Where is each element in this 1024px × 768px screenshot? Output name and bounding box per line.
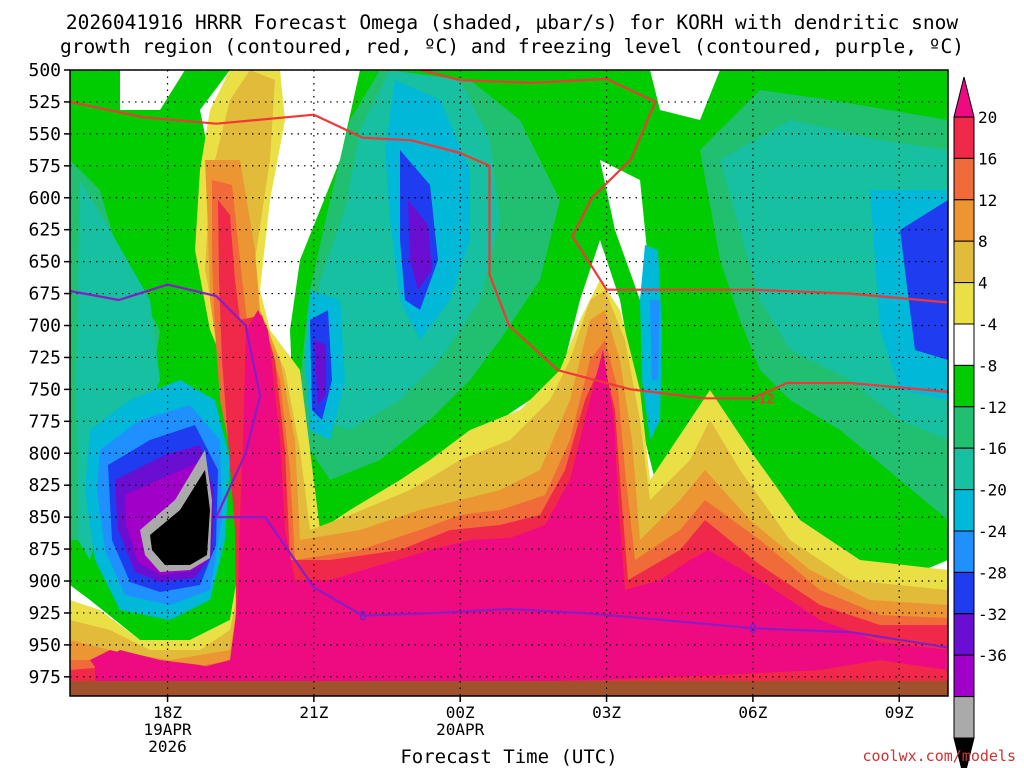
colorbar-label: 16 [978,149,997,168]
colorbar-swatch [953,157,975,201]
x-tick-label: 00Z [446,703,475,722]
contour-lines [70,70,948,649]
y-tick-label: 625 [28,220,61,241]
x-tick-label: 21Z [299,703,328,722]
y-tick-label: 775 [28,411,61,432]
colorbar-swatch [953,613,975,656]
plot-grid [70,70,948,696]
omega-colorbar: 20 16 12 8 4 -4 -8 -12 -16 -20 -24 -28 -32 -36 [953,76,1007,768]
colorbar-swatch [953,323,975,366]
colorbar-label: 20 [978,108,997,127]
freezing-level-line [70,283,948,649]
y-tick-label: 550 [28,124,61,145]
y-tick-label: 975 [28,667,61,688]
x-tick-year-label: 2026 [148,737,187,756]
x-tick-date-label: 20APR [436,720,485,739]
colorbar-label: 4 [978,274,988,293]
colorbar-label: -12 [978,398,1007,417]
colorbar-top-arrow [953,76,975,118]
colorbar-label: -28 [978,563,1007,582]
y-tick-label: 900 [28,571,61,592]
contour-labels: -12 0 0 [359,392,775,637]
chart-title-line2: growth region (contoured, red, ºC) and f… [60,35,964,58]
colorbar-swatch [953,364,975,408]
colorbar-swatch [953,571,975,615]
plot-frame [69,69,949,697]
x-axis-label: Forecast Time (UTC) [400,746,617,768]
colorbar-label: -20 [978,481,1007,500]
y-tick-label: 925 [28,603,61,624]
colorbar-label: -24 [978,522,1007,541]
colorbar-swatch [953,489,975,532]
watermark: coolwx.com/models [862,747,1016,765]
contour-value-label: -12 [751,392,774,407]
y-tick-label: 525 [28,92,61,113]
y-tick-label: 875 [28,539,61,560]
colorbar-label: 12 [978,191,997,210]
y-tick-label: 750 [28,379,61,400]
colorbar-swatch [953,116,975,159]
colorbar-swatch [953,696,975,739]
colorbar-swatch [953,447,975,491]
y-tick-label: 800 [28,443,61,464]
colorbar-label: 8 [978,232,988,251]
x-tick-label: 18Z [153,703,182,722]
contour-value-label: 0 [359,610,367,625]
colorbar-label: -4 [978,315,997,334]
colorbar-bottom-arrow [953,737,975,768]
dendritic-contour-line [420,70,948,304]
contour-value-label: 0 [749,622,757,637]
y-tick-label: 700 [28,316,61,337]
x-tick-label: 03Z [592,703,621,722]
dendritic-contour-line [70,100,948,400]
y-tick-label: 825 [28,475,61,496]
colorbar-swatch [953,282,975,325]
colorbar-swatch [953,530,975,573]
y-tick-label: 675 [28,284,61,305]
y-tick-label: 500 [28,60,61,81]
chart-title-line1: 2026041916 HRRR Forecast Omega (shaded, … [66,11,958,34]
colorbar-label: -8 [978,356,997,375]
omega-shaded-field [70,70,948,696]
colorbar-swatch [953,654,975,698]
y-tick-label: 950 [28,635,61,656]
y-tick-label: 575 [28,156,61,177]
y-tick-label: 650 [28,252,61,273]
x-tick-label: 06Z [738,703,767,722]
pressure-axis: 500 525 550 575 600 625 650 675 700 725 750 775 800 8… [28,60,70,688]
colorbar-label: -36 [978,646,1007,665]
colorbar-label: -16 [978,439,1007,458]
x-tick-date-label: 19APR [143,720,192,739]
y-tick-label: 600 [28,188,61,209]
y-tick-label: 850 [28,507,61,528]
colorbar-swatch [953,240,975,284]
colorbar-swatch [953,406,975,449]
x-tick-label: 09Z [885,703,914,722]
y-tick-label: 725 [28,347,61,368]
colorbar-label: -32 [978,605,1007,624]
colorbar-swatch [953,199,975,242]
